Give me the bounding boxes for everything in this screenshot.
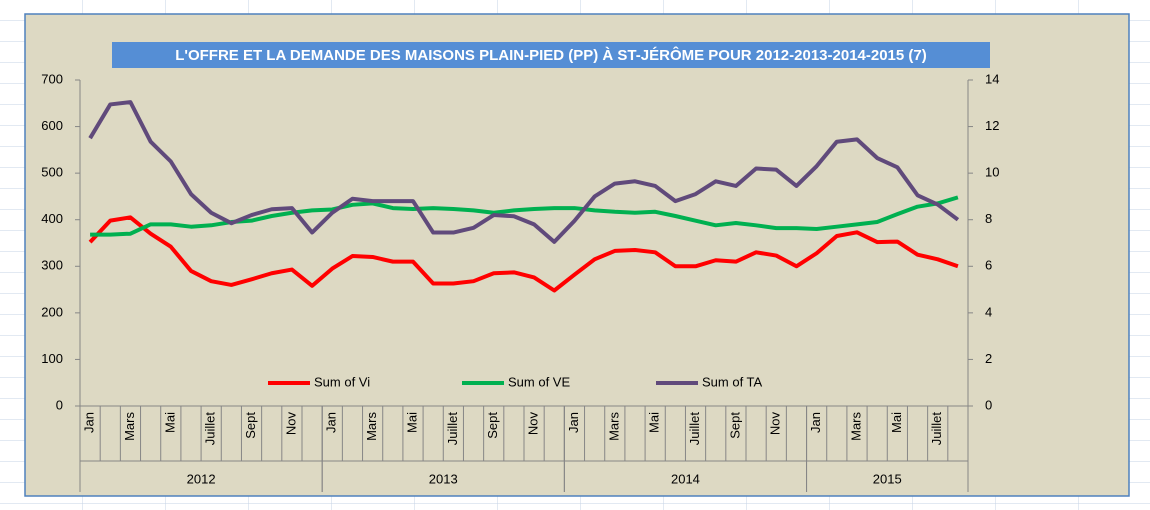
- group-label: 2014: [671, 471, 700, 486]
- x-tick-label: Jan: [566, 412, 581, 433]
- y2-tick-label: 0: [985, 397, 992, 412]
- x-tick-label: Mars: [606, 412, 621, 441]
- y2-tick-label: 6: [985, 258, 992, 273]
- group-label: 2012: [187, 471, 216, 486]
- x-tick-label: Nov: [283, 412, 298, 436]
- x-tick-label: Mai: [647, 412, 662, 433]
- y-tick-label: 700: [41, 71, 63, 86]
- chart-title: L'OFFRE ET LA DEMANDE DES MAISONS PLAIN-…: [175, 46, 927, 64]
- series-line: [88, 215, 959, 293]
- y-tick-label: 200: [41, 304, 63, 319]
- y-tick-label: 400: [41, 211, 63, 226]
- x-tick-label: Mars: [848, 412, 863, 441]
- y2-tick-label: 8: [985, 211, 992, 226]
- x-tick-label: Nov: [526, 412, 541, 436]
- x-tick-label: Mai: [404, 412, 419, 433]
- group-label: 2015: [873, 471, 902, 486]
- y2-tick-label: 12: [985, 118, 999, 133]
- y-tick-label: 0: [56, 397, 63, 412]
- x-tick-label: Jan: [808, 412, 823, 433]
- y2-tick-label: 14: [985, 71, 999, 86]
- x-tick-label: Mars: [122, 412, 137, 441]
- title-box: [112, 42, 990, 68]
- x-tick-label: Sept: [485, 412, 500, 439]
- legend-label: Sum of VE: [508, 374, 570, 389]
- chart-area: [24, 13, 1130, 497]
- x-tick-label: Nov: [768, 412, 783, 436]
- x-tick-label: Mars: [364, 412, 379, 441]
- x-tick-label: Juillet: [445, 412, 460, 446]
- x-tick-label: Jan: [82, 412, 97, 433]
- x-tick-label: Mai: [889, 412, 904, 433]
- legend-label: Sum of TA: [702, 374, 763, 389]
- y-tick-label: 600: [41, 118, 63, 133]
- x-tick-label: Juillet: [203, 412, 218, 446]
- x-tick-label: Juillet: [929, 412, 944, 446]
- x-tick-label: Sept: [727, 412, 742, 439]
- x-tick-label: Mai: [162, 412, 177, 433]
- y-tick-label: 500: [41, 165, 63, 180]
- group-label: 2013: [429, 471, 458, 486]
- x-tick-label: Juillet: [687, 412, 702, 446]
- y2-tick-label: 10: [985, 165, 999, 180]
- y-tick-label: 300: [41, 258, 63, 273]
- y2-tick-label: 4: [985, 304, 992, 319]
- x-tick-label: Sept: [243, 412, 258, 439]
- legend-label: Sum of Vi: [314, 374, 370, 389]
- series-line: [88, 100, 960, 244]
- x-tick-label: Jan: [324, 412, 339, 433]
- y-tick-label: 100: [41, 351, 63, 366]
- y2-tick-label: 2: [985, 351, 992, 366]
